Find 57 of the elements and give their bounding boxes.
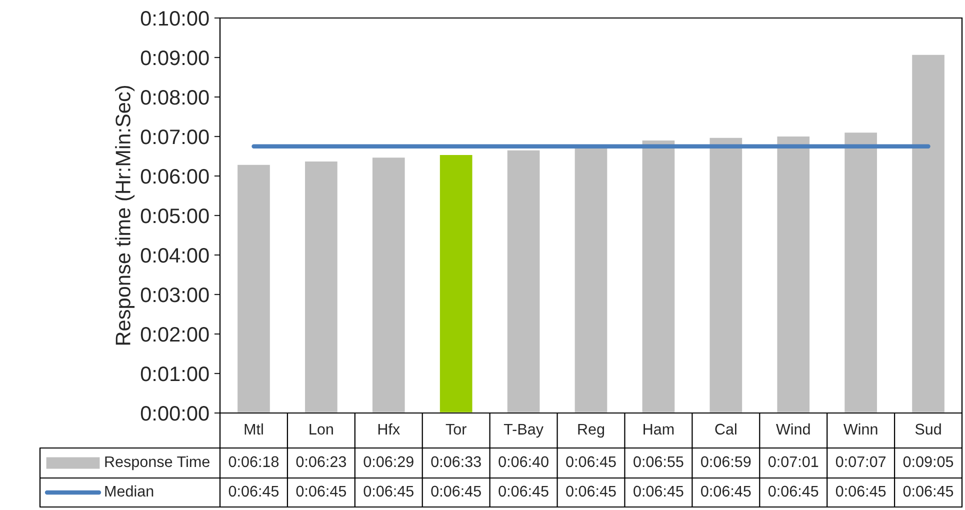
data-label: 0:07:01 bbox=[768, 456, 818, 468]
x-tick-label: Reg bbox=[578, 424, 604, 438]
bar bbox=[640, 139, 676, 413]
bar bbox=[438, 154, 474, 413]
y-tick-label: 0:00:00 bbox=[140, 406, 209, 421]
x-tick-label: Lon bbox=[310, 424, 333, 435]
y-tick-label: 0:04:00 bbox=[140, 248, 209, 263]
data-label: 0:06:45 bbox=[498, 486, 548, 497]
x-tick-label: Wind bbox=[776, 423, 810, 435]
data-label: 0:06:45 bbox=[701, 486, 751, 497]
x-tick-label: Ham bbox=[644, 424, 674, 435]
data-label: 0:09:05 bbox=[903, 456, 954, 468]
y-tick-label: 0:02:00 bbox=[140, 327, 209, 342]
y-tick-label: 0:06:00 bbox=[140, 169, 209, 184]
y-axis-title: Response time (Hr:Min:Sec) bbox=[115, 86, 135, 345]
bar bbox=[708, 136, 744, 413]
bar bbox=[776, 135, 811, 413]
data-label: 0:06:45 bbox=[768, 486, 818, 497]
data-label: 0:06:45 bbox=[566, 456, 616, 468]
x-tick-label: Sud bbox=[915, 423, 941, 435]
data-label: 0:06:45 bbox=[836, 486, 886, 497]
data-label: 0:06:29 bbox=[364, 456, 414, 468]
bar bbox=[506, 148, 542, 413]
data-label: 0:06:45 bbox=[228, 486, 279, 497]
x-tick-label: Winn bbox=[843, 423, 878, 434]
data-label: 0:06:33 bbox=[431, 456, 481, 468]
y-tick-label: 0:03:00 bbox=[140, 288, 209, 302]
bar bbox=[304, 160, 339, 413]
x-tick-label: T-Bay bbox=[504, 424, 544, 438]
data-label: 0:07:07 bbox=[836, 456, 886, 468]
data-label: 0:06:59 bbox=[701, 456, 751, 468]
bar bbox=[843, 131, 878, 413]
data-label: 0:06:45 bbox=[296, 486, 346, 497]
data-label: 0:06:45 bbox=[566, 486, 616, 497]
data-label: 0:06:45 bbox=[903, 486, 954, 497]
bar bbox=[910, 54, 946, 413]
data-label: 0:06:40 bbox=[498, 456, 548, 468]
x-tick-label: Hfx bbox=[378, 423, 400, 434]
data-label: 0:06:45 bbox=[634, 486, 684, 497]
data-label: 0:06:18 bbox=[228, 456, 279, 468]
x-tick-label: Tor bbox=[446, 424, 466, 435]
legend-label: Median bbox=[105, 485, 154, 497]
y-tick-label: 0:09:00 bbox=[140, 50, 209, 66]
x-tick-label: Mtl bbox=[244, 423, 263, 435]
legend-label: Response Time bbox=[105, 456, 210, 470]
data-label: 0:06:55 bbox=[634, 456, 684, 468]
data-label: 0:06:45 bbox=[431, 486, 481, 497]
y-tick-label: 0:10:00 bbox=[140, 11, 209, 26]
data-label: 0:06:23 bbox=[296, 456, 346, 468]
y-tick-label: 0:07:00 bbox=[140, 130, 209, 144]
bar bbox=[371, 156, 406, 413]
y-tick-label: 0:01:00 bbox=[140, 366, 209, 382]
bar bbox=[236, 163, 272, 413]
x-tick-label: Cal bbox=[715, 423, 736, 435]
data-label: 0:06:45 bbox=[364, 486, 414, 497]
y-tick-label: 0:08:00 bbox=[140, 90, 209, 105]
y-tick-label: 0:05:00 bbox=[140, 208, 209, 224]
